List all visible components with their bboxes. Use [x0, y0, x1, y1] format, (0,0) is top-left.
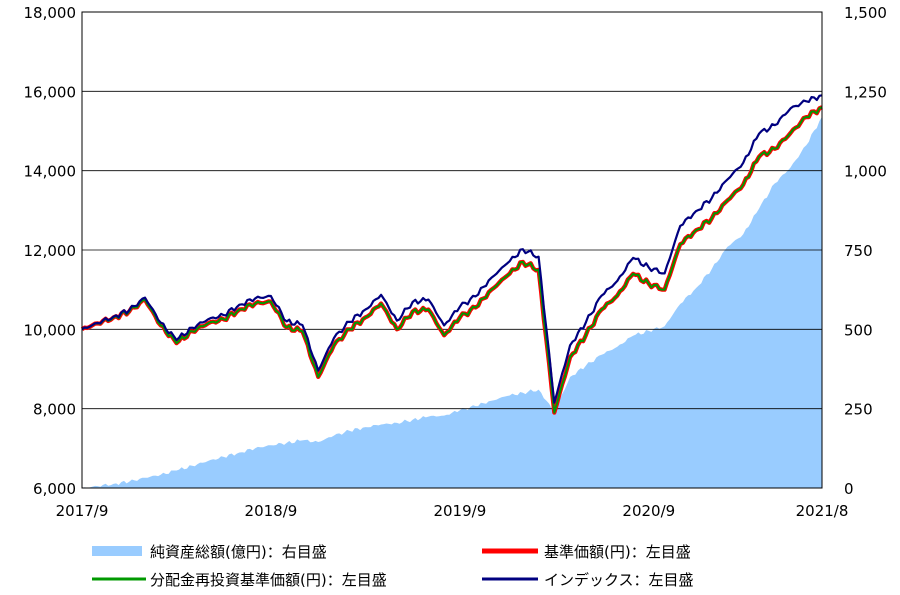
x-tick-label: 2018/9 [245, 502, 298, 520]
right-tick-label: 750 [844, 242, 873, 260]
left-tick-label: 16,000 [24, 83, 77, 101]
legend-item: 分配金再投資基準価額(円)：左目盛 [92, 571, 387, 589]
legend-item: 基準価額(円)：左目盛 [482, 543, 691, 561]
x-tick-label: 2021/8 [796, 502, 849, 520]
right-tick-label: 0 [844, 480, 854, 498]
series-line-3 [81, 94, 823, 404]
legend-label: 純資産総額(億円)：右目盛 [150, 543, 327, 561]
right-axis-ticks: 0 250 500 750 1,000 1,250 1,500 [844, 4, 887, 498]
left-axis-ticks: 6,000 8,000 10,000 12,000 14,000 16,000 … [24, 4, 77, 498]
legend-swatch-area [92, 546, 142, 556]
left-tick-label: 14,000 [24, 163, 77, 181]
legend-item: インデックス：左目盛 [482, 571, 694, 589]
area-layer [82, 116, 822, 488]
x-axis-ticks: 2017/9 2018/9 2019/9 2020/9 2021/8 [56, 502, 849, 520]
x-tick-label: 2020/9 [622, 502, 675, 520]
right-tick-label: 1,250 [844, 83, 887, 101]
right-tick-label: 500 [844, 321, 873, 339]
left-tick-label: 10,000 [24, 321, 77, 339]
left-tick-label: 8,000 [33, 401, 76, 419]
right-tick-label: 250 [844, 401, 873, 419]
legend-label: 分配金再投資基準価額(円)：左目盛 [150, 571, 387, 589]
x-tick-label: 2017/9 [56, 502, 109, 520]
gridlines [82, 90, 822, 410]
left-tick-label: 12,000 [24, 242, 77, 260]
series-area-0 [82, 116, 822, 488]
line-layer [80, 94, 823, 415]
series-line-2 [81, 106, 823, 414]
legend: 純資産総額(億円)：右目盛 基準価額(円)：左目盛 分配金再投資基準価額(円)：… [92, 543, 694, 589]
right-tick-label: 1,500 [844, 4, 887, 22]
legend-item: 純資産総額(億円)：右目盛 [92, 543, 327, 561]
left-tick-label: 18,000 [24, 4, 77, 22]
right-tick-label: 1,000 [844, 163, 887, 181]
left-tick-label: 6,000 [33, 480, 76, 498]
x-tick-label: 2019/9 [433, 502, 486, 520]
plot-frame [81, 11, 823, 489]
legend-label: インデックス：左目盛 [544, 571, 694, 589]
legend-label: 基準価額(円)：左目盛 [544, 543, 691, 561]
